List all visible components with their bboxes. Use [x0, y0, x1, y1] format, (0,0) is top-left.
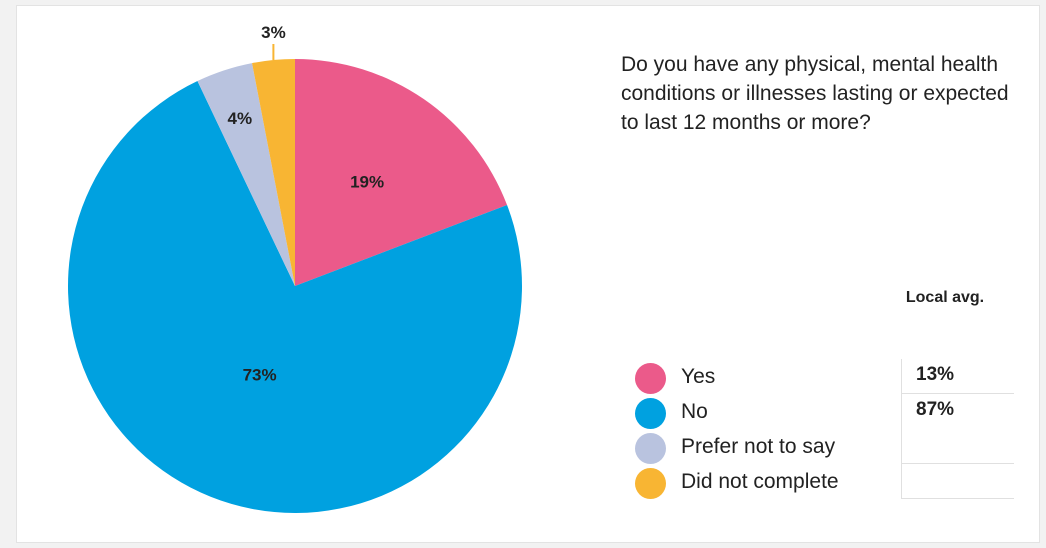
slice-value-label: 4%	[228, 109, 253, 128]
legend-label: Did not complete	[681, 470, 839, 493]
legend-swatch-no	[635, 398, 666, 429]
local-average-header: Local avg.	[905, 289, 985, 306]
pie-slice-did-not-complete	[252, 59, 295, 286]
slice-value-label: 19%	[350, 172, 384, 191]
local-average-value: 13%	[916, 364, 955, 385]
legend: Yes 13% No 87% Prefer not to say Did not…	[635, 359, 1015, 499]
slice-value-label: 73%	[243, 366, 277, 385]
legend-item-no: No 87%	[635, 394, 1015, 429]
legend-label: Prefer not to say	[681, 435, 836, 458]
pie-chart: 19% 73% 4% 3%	[67, 23, 522, 514]
chart-panel: 19% 73% 4% 3% Do you have any physical, men…	[16, 5, 1040, 543]
legend-label: Yes	[681, 365, 716, 388]
legend-item-prefer-not-to-say: Prefer not to say	[635, 429, 1015, 464]
legend-swatch-yes	[635, 363, 666, 394]
question-text: Do you have any physical, mental health …	[621, 53, 1009, 134]
legend-swatch-did-not-complete	[635, 468, 666, 499]
pie-slice-yes	[295, 59, 508, 286]
legend-item-did-not-complete: Did not complete	[635, 464, 1015, 499]
local-average-cell: 87%	[901, 394, 1014, 429]
legend-swatch-prefer-not-to-say	[635, 433, 666, 464]
legend-item-yes: Yes 13%	[635, 359, 1015, 394]
local-average-cell	[901, 464, 1014, 499]
slice-value-label: 3%	[261, 23, 286, 42]
pie-slice-prefer-not-to-say	[197, 63, 295, 286]
pie-slice-no	[67, 81, 522, 514]
local-average-cell: 13%	[901, 359, 1014, 394]
legend-label: No	[681, 400, 708, 423]
local-average-cell	[901, 429, 1014, 464]
local-average-value: 87%	[916, 399, 955, 420]
